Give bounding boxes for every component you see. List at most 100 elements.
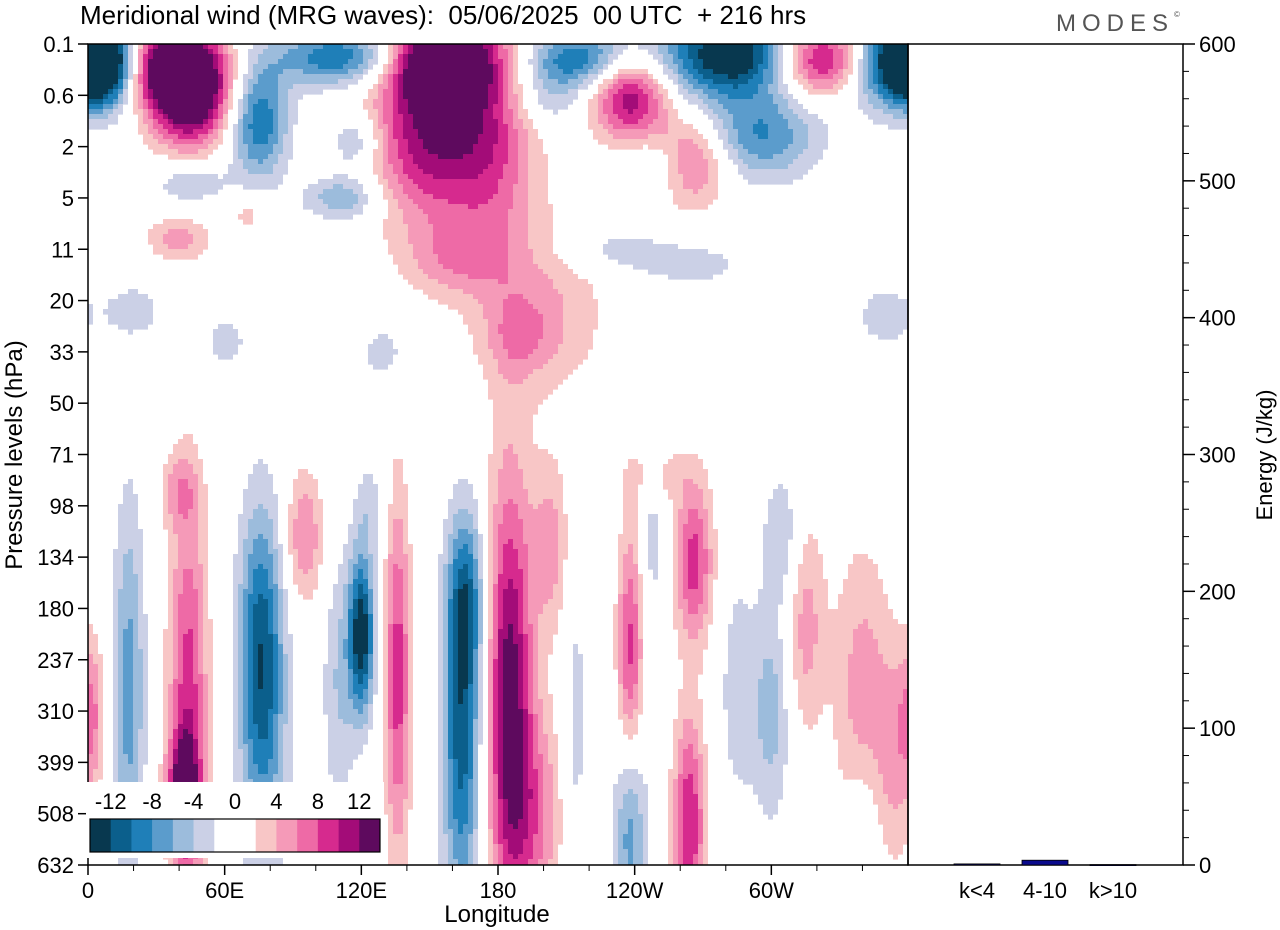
heatmap-cell xyxy=(123,494,138,500)
heatmap-cell xyxy=(523,719,528,725)
heatmap-cell xyxy=(858,99,868,105)
heatmap-cell xyxy=(503,794,523,800)
heatmap-cell xyxy=(448,564,453,570)
heatmap-cell xyxy=(168,594,173,600)
heatmap-cell xyxy=(403,699,408,705)
heatmap-cell xyxy=(123,99,128,105)
heatmap-cell xyxy=(338,704,353,710)
heatmap-cell xyxy=(368,599,373,605)
heatmap-cell xyxy=(678,69,688,75)
heatmap-cell xyxy=(518,664,523,670)
heatmap-cell xyxy=(738,149,748,155)
heatmap-cell xyxy=(408,594,413,600)
heatmap-cell xyxy=(353,564,368,570)
heatmap-cell xyxy=(478,724,483,730)
heatmap-cell xyxy=(223,99,228,105)
heatmap-cell xyxy=(503,304,533,310)
heatmap-cell xyxy=(478,139,498,145)
heatmap-cell xyxy=(173,644,178,650)
heatmap-cell xyxy=(258,659,263,665)
heatmap-cell xyxy=(553,769,558,775)
heatmap-cell xyxy=(873,104,888,110)
heatmap-cell xyxy=(588,114,598,120)
heatmap-cell xyxy=(398,269,423,275)
heatmap-cell xyxy=(353,724,363,730)
heatmap-cell xyxy=(308,569,318,575)
heatmap-cell xyxy=(623,769,638,775)
heatmap-cell xyxy=(268,624,273,630)
heatmap-cell xyxy=(528,559,558,565)
heatmap-cell xyxy=(273,579,278,585)
heatmap-cell xyxy=(638,614,643,620)
heatmap-cell xyxy=(408,689,413,695)
heatmap-cell xyxy=(623,709,633,715)
heatmap-cell xyxy=(548,49,563,55)
heatmap-cell xyxy=(458,659,468,665)
heatmap-cell xyxy=(758,69,763,75)
heatmap-cell xyxy=(613,799,623,805)
heatmap-cell xyxy=(203,664,213,670)
heatmap-cell xyxy=(538,89,548,95)
heatmap-cell xyxy=(328,724,353,730)
heatmap-cell xyxy=(163,764,168,770)
heatmap-cell xyxy=(453,624,458,630)
heatmap-cell xyxy=(353,519,363,525)
heatmap-cell xyxy=(518,139,528,145)
heatmap-cell xyxy=(483,124,498,130)
heatmap-cell xyxy=(648,84,658,90)
heatmap-cell xyxy=(403,704,408,710)
heatmap-cell xyxy=(478,204,513,210)
heatmap-cell xyxy=(103,309,153,315)
heatmap-cell xyxy=(448,639,453,645)
heatmap-cell xyxy=(618,574,623,580)
heatmap-cell xyxy=(723,679,758,685)
heatmap-cell xyxy=(528,664,533,670)
heatmap-cell xyxy=(713,69,748,75)
heatmap-cell xyxy=(508,144,518,150)
heatmap-cell xyxy=(553,504,563,510)
heatmap-cell xyxy=(408,559,413,565)
heatmap-cell xyxy=(473,789,478,795)
heatmap-cell xyxy=(253,509,268,515)
heatmap-cell xyxy=(368,634,373,640)
heatmap-cell xyxy=(653,94,663,100)
heatmap-cell xyxy=(213,119,218,125)
heatmap-cell xyxy=(143,114,148,120)
heatmap-cell xyxy=(393,774,403,780)
heatmap-cell xyxy=(228,89,233,95)
heatmap-cell xyxy=(253,129,273,135)
heatmap-cell xyxy=(703,539,708,545)
heatmap-cell xyxy=(203,669,213,675)
heatmap-cell xyxy=(253,754,273,760)
heatmap-cell xyxy=(178,714,183,720)
heatmap-cell xyxy=(488,694,493,700)
heatmap-cell xyxy=(168,474,198,480)
heatmap-cell xyxy=(233,749,243,755)
heatmap-cell xyxy=(393,99,398,105)
heatmap-cell xyxy=(213,344,238,350)
heatmap-cell xyxy=(383,584,388,590)
heatmap-cell xyxy=(453,654,458,660)
heatmap-cell xyxy=(658,109,668,115)
heatmap-cell xyxy=(683,564,688,570)
heatmap-cell xyxy=(358,614,368,620)
heatmap-cell xyxy=(263,564,273,570)
heatmap-cell xyxy=(503,549,518,555)
heatmap-cell xyxy=(353,74,363,80)
heatmap-cell xyxy=(333,174,348,180)
heatmap-cell xyxy=(383,89,393,95)
heatmap-cell xyxy=(758,724,778,730)
heatmap-cell xyxy=(253,654,258,660)
heatmap-cell xyxy=(143,49,148,55)
heatmap-cell xyxy=(533,254,558,260)
heatmap-cell xyxy=(218,89,223,95)
heatmap-cell xyxy=(528,169,548,175)
heatmap-cell xyxy=(698,749,708,755)
heatmap-cell xyxy=(538,54,548,60)
heatmap-cell xyxy=(628,459,638,465)
heatmap-cell xyxy=(368,589,373,595)
heatmap-cell xyxy=(493,414,533,420)
heatmap-cell xyxy=(503,589,518,595)
heatmap-cell xyxy=(693,534,698,540)
heatmap-cell xyxy=(483,114,493,120)
